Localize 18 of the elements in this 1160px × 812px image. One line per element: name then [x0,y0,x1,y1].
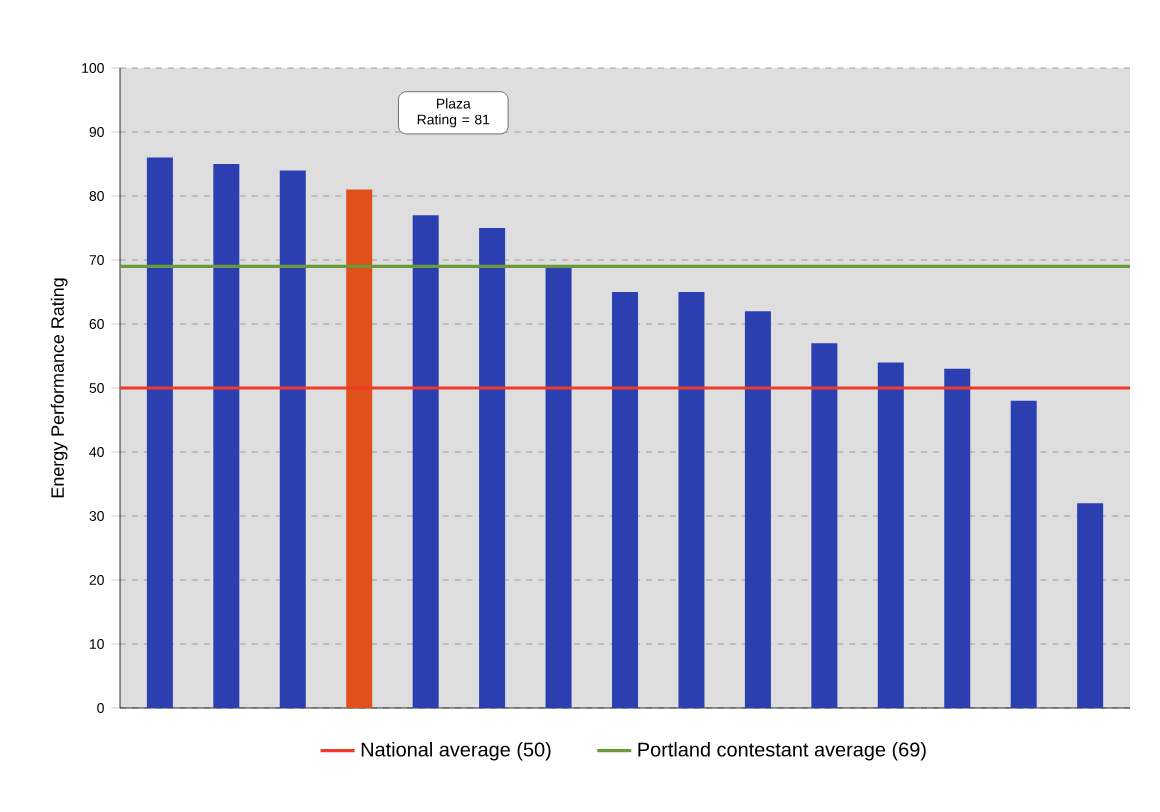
legend-label: Portland contestant average (69) [638,741,926,761]
legend-label: National average (50) [361,741,551,761]
bar [545,266,572,708]
bar [1010,400,1037,708]
bar [279,170,306,708]
bar [213,163,240,708]
bar [678,291,705,708]
bar [744,311,771,708]
bar [1077,503,1104,708]
bar [944,368,971,708]
bar [412,215,439,708]
bar [612,291,639,708]
bar [811,343,838,708]
bar [146,157,173,708]
y-axis-title: Energy Performance Rating [50,278,68,498]
bar [346,189,373,708]
bar [877,362,904,708]
bar [479,227,506,708]
